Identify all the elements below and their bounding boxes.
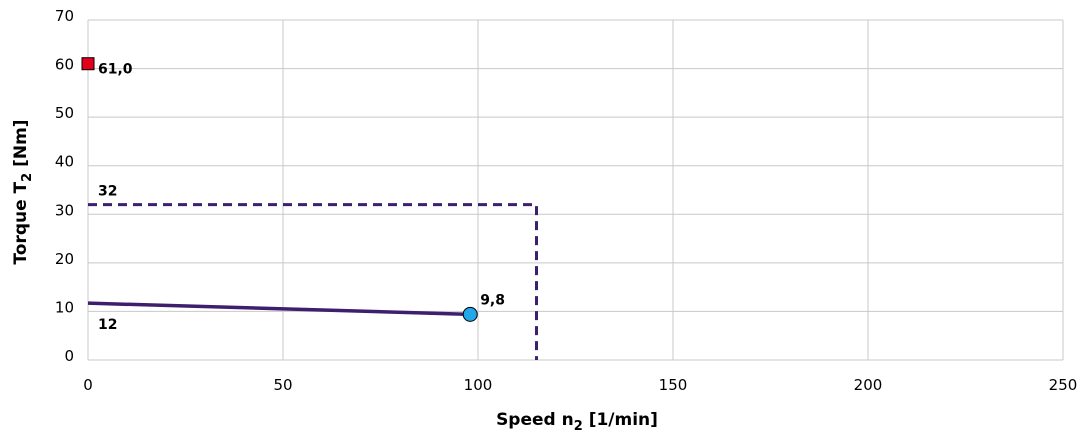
y-tick-label: 40 — [55, 153, 74, 171]
x-tick-label: 100 — [464, 376, 493, 394]
x-tick-label: 50 — [273, 376, 292, 394]
y-tick-label: 10 — [55, 298, 74, 316]
x-axis-label: Speed n2 [1/min] — [496, 410, 658, 434]
data-label: 32 — [98, 184, 117, 200]
y-tick-label: 0 — [64, 347, 74, 365]
y-axis-label: Torque T2 [Nm] — [11, 119, 35, 264]
x-tick-label: 200 — [854, 376, 883, 394]
y-tick-label: 30 — [55, 201, 74, 219]
data-series — [81, 57, 538, 360]
operating-point-marker — [462, 306, 478, 322]
tick-labels: 0 10 20 30 40 50 60 70 0 50 100 150 200 250 — [55, 7, 1077, 394]
limit-dashed-line — [88, 203, 538, 360]
torque-line — [87, 301, 471, 317]
y-tick-label: 20 — [55, 250, 74, 268]
grid — [87, 19, 1064, 361]
max-torque-marker — [81, 57, 95, 71]
y-tick-label: 70 — [55, 7, 74, 25]
data-label: 61,0 — [98, 62, 133, 78]
x-tick-label: 0 — [83, 376, 93, 394]
x-tick-label: 150 — [659, 376, 688, 394]
y-tick-label: 60 — [55, 56, 74, 74]
y-tick-label: 50 — [55, 104, 74, 122]
data-label: 9,8 — [480, 292, 505, 308]
x-tick-label: 250 — [1049, 376, 1078, 394]
data-labels: 61,0 32 12 9,8 — [98, 62, 505, 333]
data-label: 12 — [98, 317, 117, 333]
